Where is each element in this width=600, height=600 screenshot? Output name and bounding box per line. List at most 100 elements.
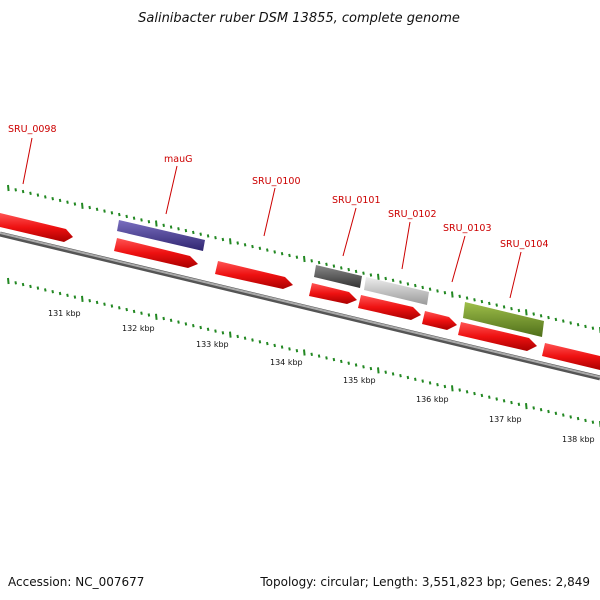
lower-minor-tick [473,391,476,396]
upper-minor-tick [199,232,202,236]
lower-major-tick [7,277,10,285]
lower-minor-tick [214,329,217,333]
lower-minor-tick [280,345,284,349]
gene-arrow-1[interactable] [0,213,73,242]
upper-minor-tick [221,237,225,242]
lower-minor-tick [406,375,410,380]
upper-minor-tick [288,253,291,258]
upper-minor-tick [458,294,461,298]
kbp-label: 137 kbp [489,415,522,424]
lower-minor-tick [428,381,432,385]
label-leaders [22,137,522,299]
upper-minor-tick [295,255,299,259]
lower-minor-tick [347,361,350,365]
lower-minor-tick [362,365,365,369]
lower-minor-tick [288,347,291,351]
upper-minor-tick [391,278,395,282]
upper-minor-tick [21,189,25,194]
gene-arrow-8[interactable] [542,343,600,370]
lower-minor-tick [266,341,269,346]
lower-minor-tick [206,327,210,331]
SRU_0104-feature-box[interactable] [463,302,544,337]
upper-minor-tick [554,317,558,322]
lower-minor-tick [88,299,91,303]
SRU_0102-feature-box[interactable] [364,277,429,305]
gene-arrow-2[interactable] [114,238,198,268]
upper-minor-tick [473,298,476,302]
lower-minor-tick [325,356,328,360]
lower-minor-tick [273,343,276,348]
lower-minor-tick [110,304,114,308]
upper-minor-tick [251,244,254,249]
lower-minor-tick [332,357,336,362]
lower-minor-tick [591,420,595,424]
lower-minor-tick [199,325,202,330]
lower-minor-tick [21,282,25,287]
gene-arrow-7[interactable] [458,322,537,351]
gene-arrow-5[interactable] [358,295,421,320]
lower-major-tick [155,313,158,320]
upper-minor-tick [369,273,373,277]
kbp-label: 134 kbp [270,358,303,367]
kbp-label: 132 kbp [122,324,155,333]
upper-minor-tick [236,241,239,245]
upper-minor-tick [88,205,91,210]
lower-minor-tick [458,388,461,392]
gene-label-SRU_0104[interactable]: SRU_0104 [500,239,549,250]
upper-minor-tick [584,324,587,329]
lower-minor-tick [36,286,40,290]
kbp-label: 131 kbp [48,309,81,318]
upper-minor-tick [332,264,336,268]
feature-boxes [117,220,544,337]
upper-minor-tick [310,259,313,263]
gene-label-SRU_0100[interactable]: SRU_0100 [252,176,301,187]
upper-minor-tick [177,227,180,231]
upper-minor-tick [110,211,114,215]
lower-minor-tick [480,393,484,398]
lower-minor-tick [192,324,195,328]
upper-minor-tick [95,207,99,211]
upper-minor-tick [103,209,106,213]
lower-minor-tick [554,411,558,415]
gene-arrow-3[interactable] [215,261,293,289]
lower-minor-tick [295,349,299,353]
upper-major-tick [377,273,380,280]
lower-minor-tick [414,377,417,381]
upper-major-tick [525,309,528,316]
upper-minor-tick [443,291,447,295]
gene-arrow-6[interactable] [422,311,457,330]
lower-minor-tick [465,390,469,394]
upper-minor-tick [192,230,195,235]
upper-minor-tick [576,323,580,327]
gene-arrow-4[interactable] [309,283,357,304]
lower-minor-tick [399,374,402,378]
upper-minor-tick [465,296,469,300]
upper-minor-tick [406,282,410,286]
lower-minor-tick [95,300,99,305]
gene-label-SRU_0102[interactable]: SRU_0102 [388,209,437,220]
mauG-feature-box[interactable] [117,220,205,251]
upper-minor-tick [184,228,188,233]
lower-minor-tick [73,295,77,299]
SRU_0101-feature-box[interactable] [314,265,362,288]
lower-minor-tick [576,416,580,421]
gene-labels: SRU_0098 mauG SRU_0100 SRU_0101 SRU_0102… [8,124,549,250]
gene-label-SRU_0101[interactable]: SRU_0101 [332,195,381,206]
upper-major-tick [451,291,454,298]
upper-major-tick [303,255,306,263]
lower-minor-tick [369,366,373,371]
gene-label-SRU_0103[interactable]: SRU_0103 [443,223,492,234]
lower-minor-tick [436,383,439,387]
upper-minor-tick [480,299,484,304]
gene-label-SRU_0098[interactable]: SRU_0098 [8,124,57,135]
lower-major-tick [229,331,232,338]
upper-minor-tick [591,326,595,330]
lower-minor-tick [169,318,173,322]
upper-minor-tick [258,246,262,250]
upper-minor-tick [36,193,40,197]
upper-minor-tick [162,223,165,227]
gene-label-mauG[interactable]: mauG [164,154,192,165]
upper-major-tick [81,202,84,209]
lower-minor-tick [51,290,54,294]
lower-minor-tick [221,331,225,335]
